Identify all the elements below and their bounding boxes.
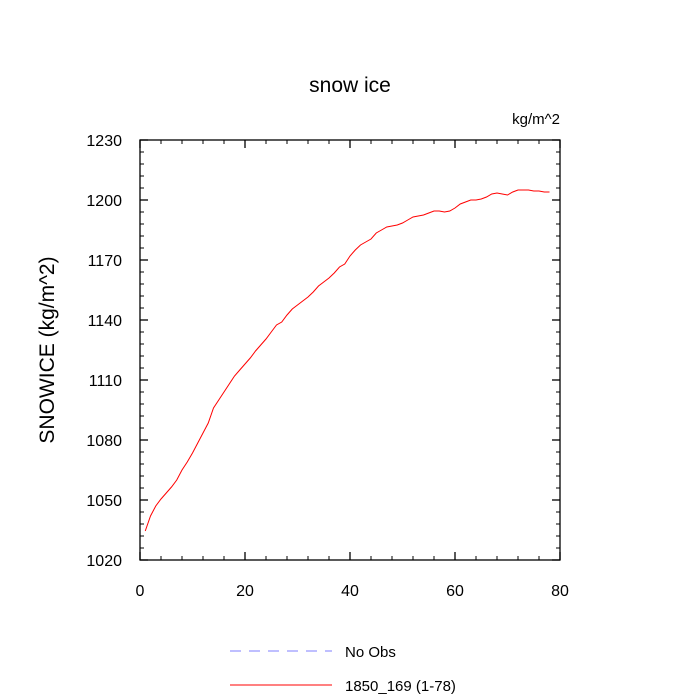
axis-tick-labels: 0 20 40 60 80 1020 1050 1080 1110 1140 1170 1200 123…	[86, 133, 569, 600]
y-tick-label: 1230	[86, 133, 122, 150]
legend: No Obs 1850_169 (1-78)	[230, 644, 456, 695]
y-tick-label: 1050	[86, 493, 122, 510]
axis-ticks	[139, 139, 561, 561]
series-layer	[144, 189, 550, 532]
x-tick-label: 60	[446, 583, 464, 600]
y-tick-label: 1020	[86, 553, 122, 570]
x-tick-label: 0	[136, 583, 145, 600]
x-tick-label: 80	[551, 583, 569, 600]
units-label: kg/m^2	[512, 111, 560, 128]
plot-frame	[139, 139, 561, 561]
y-tick-label: 1140	[88, 313, 123, 330]
legend-label: No Obs	[345, 644, 396, 661]
x-tick-label: 40	[341, 583, 359, 600]
x-tick-label: 20	[236, 583, 254, 600]
legend-label: 1850_169 (1-78)	[345, 678, 456, 695]
y-tick-label: 1080	[86, 433, 122, 450]
series-line	[144, 189, 550, 532]
y-tick-label: 1110	[89, 373, 122, 390]
y-tick-label: 1170	[88, 253, 123, 270]
y-tick-label: 1200	[86, 193, 122, 210]
y-axis-label: SNOWICE (kg/m^2)	[36, 256, 59, 443]
chart-title: snow ice	[309, 74, 391, 97]
